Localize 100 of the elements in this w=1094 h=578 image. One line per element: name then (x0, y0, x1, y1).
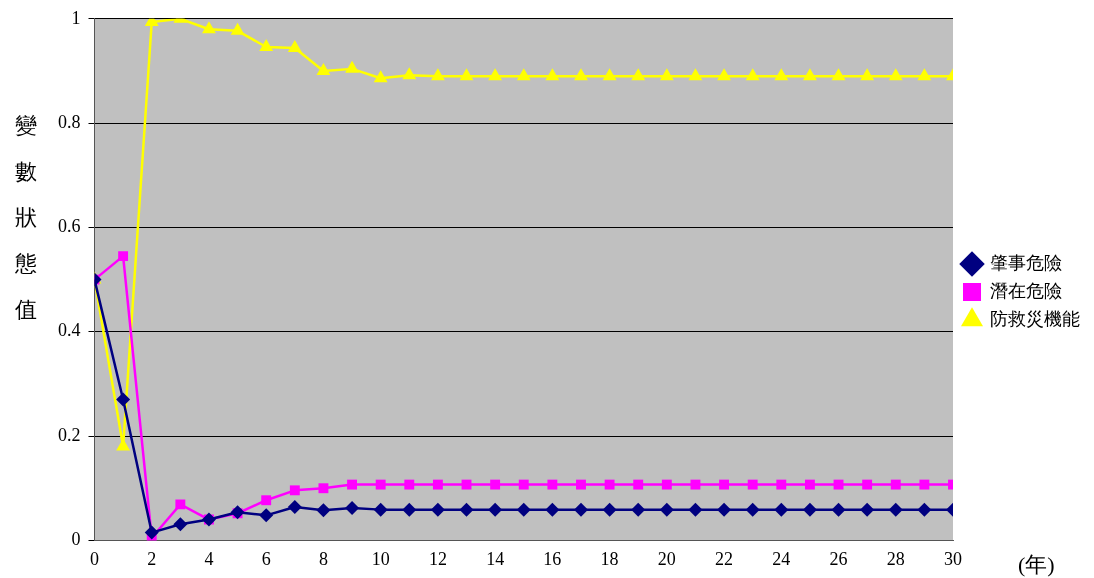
legend-label: 潛在危險 (990, 280, 1062, 301)
point (604, 479, 615, 490)
point (490, 479, 501, 490)
point (488, 68, 503, 81)
x-axis-title: (年) (1018, 552, 1055, 578)
point (659, 502, 674, 517)
point (717, 502, 732, 517)
point (547, 479, 558, 490)
point (287, 500, 302, 515)
x-tick-label: 16 (543, 548, 562, 569)
point (459, 68, 474, 81)
point (259, 38, 274, 51)
point (747, 479, 758, 490)
x-tick-label: 20 (657, 548, 676, 569)
point (287, 40, 302, 53)
x-tick-label: 18 (600, 548, 619, 569)
point (432, 479, 443, 490)
x-tick-label: 30 (944, 548, 962, 569)
legend-label: 防救災機能 (990, 308, 1080, 329)
point (802, 68, 817, 81)
point (175, 499, 186, 510)
point (404, 479, 415, 490)
point (516, 68, 531, 81)
point (144, 525, 159, 540)
point (375, 479, 386, 490)
point (461, 479, 472, 490)
x-tick-label: 26 (829, 548, 848, 569)
y-axis-title: 變數狀態值 (14, 113, 37, 323)
point (373, 70, 388, 83)
x-tick-label: 4 (204, 548, 214, 569)
point (804, 479, 815, 490)
x-tick-label: 12 (428, 548, 447, 569)
x-tick-label: 10 (371, 548, 390, 569)
point (860, 68, 875, 81)
point (833, 479, 844, 490)
point (717, 68, 731, 81)
y-tick-label: 1 (71, 7, 81, 28)
point (688, 502, 703, 517)
point (545, 68, 560, 81)
point (802, 502, 817, 517)
point (459, 502, 474, 517)
point (316, 62, 331, 75)
point (661, 479, 672, 490)
point (745, 502, 760, 517)
point (602, 502, 617, 517)
point (402, 502, 417, 517)
y-tick-label: 0.2 (58, 424, 81, 445)
x-tick-label: 28 (886, 548, 905, 569)
x-tick-label: 22 (715, 548, 734, 569)
point (719, 479, 730, 490)
point (345, 501, 360, 516)
x-tick-label: 0 (90, 548, 99, 569)
point (919, 479, 930, 490)
point (745, 68, 760, 81)
point (831, 502, 846, 517)
x-tick-label: 24 (772, 548, 791, 569)
x-tick-label: 8 (318, 548, 328, 569)
x-tick-label: 14 (486, 548, 505, 569)
point (545, 502, 560, 517)
point (688, 68, 703, 81)
y-tick-label: 0.6 (58, 216, 81, 237)
point (831, 68, 846, 81)
point (516, 502, 531, 517)
legend-label: 肇事危險 (990, 252, 1062, 273)
y-tick-label: 0.8 (58, 111, 81, 132)
point (917, 68, 932, 81)
point (573, 502, 588, 517)
point (576, 479, 586, 490)
point (345, 60, 359, 73)
point (690, 479, 701, 490)
point (116, 392, 131, 407)
y-tick-label: 0 (71, 529, 81, 550)
point (118, 251, 129, 262)
point (202, 21, 216, 34)
point (402, 67, 417, 80)
point (488, 502, 503, 517)
point (259, 508, 274, 523)
point (518, 479, 529, 490)
point (888, 68, 903, 81)
point (917, 502, 932, 517)
point (776, 479, 787, 490)
point (316, 503, 331, 518)
point (574, 68, 588, 81)
point (659, 68, 674, 81)
point (173, 517, 188, 532)
point (631, 502, 646, 517)
point (862, 479, 873, 490)
point (261, 495, 272, 506)
point (116, 438, 131, 451)
point (430, 502, 445, 517)
point (230, 22, 245, 35)
point (347, 479, 357, 490)
point (602, 68, 617, 81)
point (633, 479, 644, 490)
x-tick-label: 6 (261, 548, 271, 569)
x-tick-label: 2 (147, 548, 157, 569)
point (373, 502, 388, 517)
point (774, 502, 789, 517)
point (774, 68, 789, 81)
point (289, 485, 300, 496)
